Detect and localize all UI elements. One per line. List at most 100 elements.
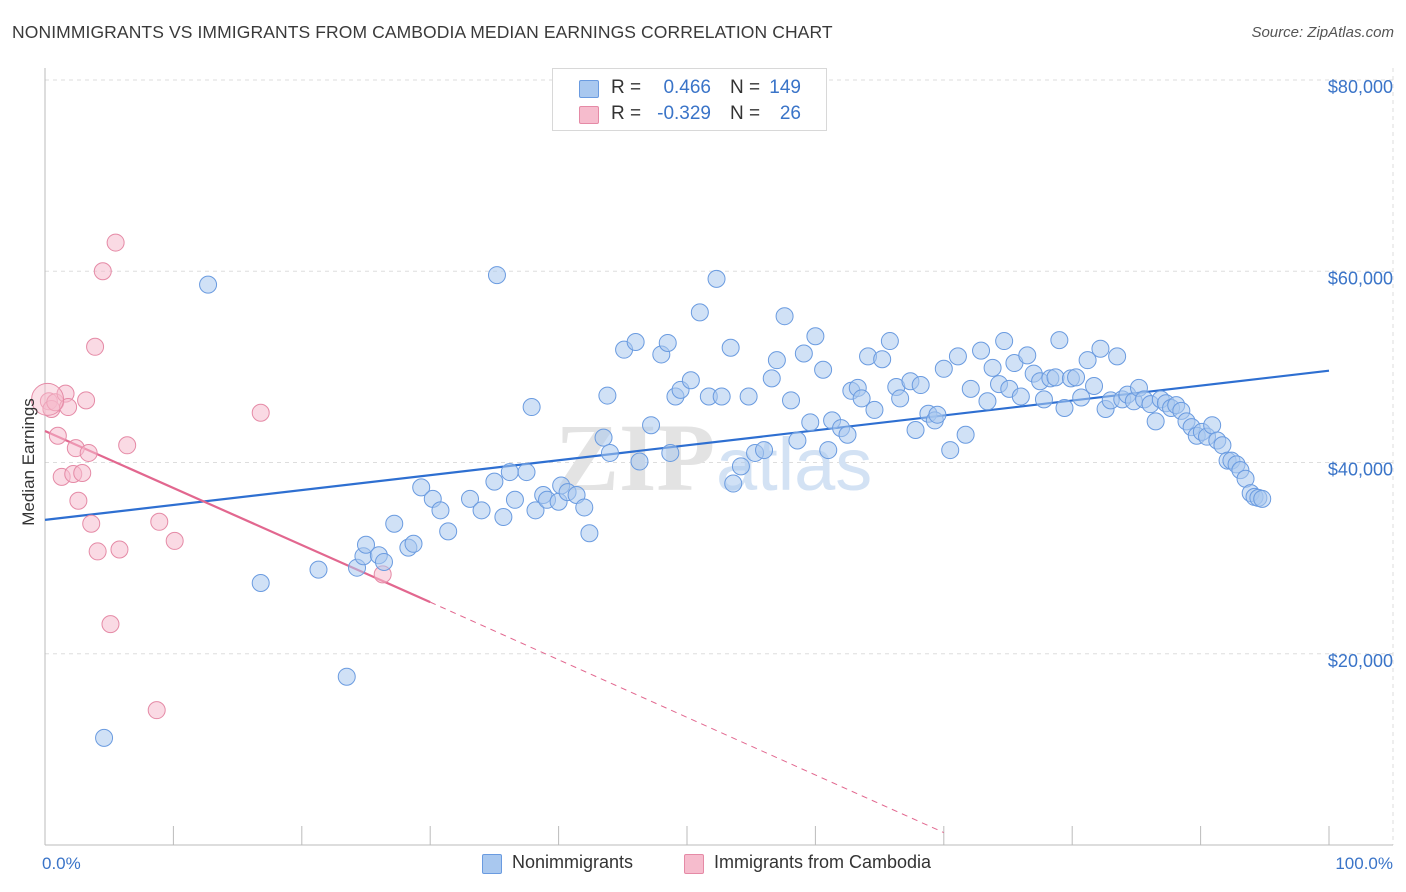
nonimmigrant-point — [775, 307, 794, 326]
y-tick-label: $80,000 — [1328, 77, 1393, 97]
nonimmigrant-point — [472, 501, 491, 520]
nonimmigrant-point — [873, 350, 892, 369]
nonimmigrant-point — [1034, 390, 1053, 409]
cambodia-trend-extension — [429, 601, 945, 834]
nonimmigrant-point — [517, 463, 536, 482]
legend-r-label: R = — [611, 77, 642, 98]
y-tick-label: $40,000 — [1328, 460, 1393, 480]
cambodia-point — [88, 542, 107, 561]
nonimmigrant-point — [95, 728, 114, 747]
nonimmigrant-point — [819, 441, 838, 460]
nonimmigrant-point — [431, 501, 450, 520]
cambodia-point — [86, 337, 105, 356]
cambodia-point — [69, 491, 88, 510]
nonimmigrant-point — [906, 420, 925, 439]
nonimmigrant-point — [1018, 346, 1037, 365]
legend-r-value: -0.329 — [657, 103, 711, 124]
nonimmigrant-point — [762, 369, 781, 388]
nonimmigrant-point — [487, 266, 506, 285]
chart-title: NONIMMIGRANTS VS IMMIGRANTS FROM CAMBODI… — [12, 22, 833, 42]
nonimmigrant-point — [801, 413, 820, 432]
nonimmigrant-point — [972, 341, 991, 360]
legend-n-value: 149 — [769, 77, 801, 98]
nonimmigrant-point — [404, 534, 423, 553]
source-label: Source: ZipAtlas.com — [1251, 24, 1394, 41]
labels-layer: $20,000 $40,000 $60,000 $80,000 0.0% 100.0% Me… — [19, 77, 1393, 873]
nonimmigrant-point — [712, 387, 731, 406]
cambodia-point — [110, 540, 129, 559]
cambodia-point — [150, 512, 169, 531]
nonimmigrant-point — [412, 478, 431, 497]
nonimmigrant-point — [1055, 398, 1074, 417]
nonimmigrant-point — [461, 489, 480, 508]
nonimmigrant-point — [891, 389, 910, 408]
cambodia-point — [165, 531, 184, 550]
nonimmigrant-point — [865, 400, 884, 419]
nonimmigrant-point — [630, 452, 649, 471]
nonimmigrant-point — [1253, 489, 1272, 508]
nonimmigrant-point — [928, 405, 947, 424]
cambodia-point — [48, 426, 67, 445]
nonimmigrant-point — [661, 443, 680, 462]
nonimmigrant-point — [494, 508, 513, 527]
nonimmigrant-point — [251, 573, 270, 592]
legend-row-cambodia: R = -0.329 N = 26 — [553, 103, 826, 127]
nonimmigrant-point — [1072, 388, 1091, 407]
nonimmigrant-point — [724, 474, 743, 493]
cambodia-point — [93, 262, 112, 281]
series-legend: Nonimmigrants Immigrants from Cambodia — [0, 852, 1406, 878]
nonimmigrant-point — [522, 398, 541, 417]
nonimmigrant-point — [658, 333, 677, 352]
nonimmigrant-point — [594, 428, 613, 447]
legend-n-label: N = — [730, 77, 761, 98]
cambodia-trend-line — [44, 429, 431, 604]
legend-swatch-blue — [482, 854, 502, 874]
nonimmigrant-point — [690, 303, 709, 322]
nonimmigrant-point — [526, 501, 545, 520]
nonimmigrant-point — [485, 472, 504, 491]
nonimmigrant-point — [782, 391, 801, 410]
legend-row-nonimmigrants: R = 0.466 N = 149 — [553, 77, 826, 101]
nonimmigrant-point — [880, 332, 899, 351]
nonimmigrant-point — [995, 332, 1014, 351]
legend-n-label: N = — [730, 103, 761, 124]
points-layer — [31, 233, 1272, 747]
nonimmigrant-point — [681, 371, 700, 390]
nonimmigrant-point — [739, 387, 758, 406]
legend-r-value: 0.466 — [663, 77, 711, 98]
nonimmigrant-point — [948, 347, 967, 366]
cambodia-point — [147, 701, 166, 720]
nonimmigrant-point — [983, 358, 1002, 377]
nonimmigrant-point — [755, 441, 774, 460]
nonimmigrant-point — [767, 351, 786, 370]
nonimmigrant-point — [309, 560, 328, 579]
nonimmigrant-point — [852, 389, 871, 408]
nonimmigrant-point — [357, 535, 375, 554]
legend-swatch-pink — [684, 854, 704, 874]
nonimmigrant-point — [956, 425, 975, 444]
nonimmigrant-point — [1085, 377, 1104, 395]
nonimmigrant-point — [439, 522, 458, 541]
nonimmigrant-point — [911, 376, 930, 395]
cambodia-point — [106, 233, 125, 252]
nonimmigrant-point — [1067, 368, 1086, 387]
nonimmigrant-point — [642, 416, 661, 435]
nonimmigrant-point — [600, 443, 619, 462]
legend-label: Nonimmigrants — [512, 852, 634, 872]
cambodia-point — [79, 443, 98, 462]
x-tick-label: 0.0% — [42, 854, 81, 873]
nonimmigrant-point — [1011, 387, 1030, 406]
cambodia-point — [82, 514, 101, 533]
nonimmigrant-point — [978, 392, 997, 411]
cambodia-point — [101, 615, 120, 634]
cambodia-point — [77, 391, 96, 410]
correlation-legend: R = 0.466 N = 149 R = -0.329 N = 26 — [552, 68, 827, 131]
legend-r-label: R = — [611, 103, 642, 124]
nonimmigrant-point — [814, 360, 833, 379]
y-tick-label: $20,000 — [1328, 651, 1393, 671]
nonimmigrant-point — [500, 463, 519, 482]
y-tick-label: $60,000 — [1328, 268, 1393, 288]
nonimmigrant-point — [1091, 339, 1110, 358]
nonimmigrant-point — [598, 386, 617, 405]
